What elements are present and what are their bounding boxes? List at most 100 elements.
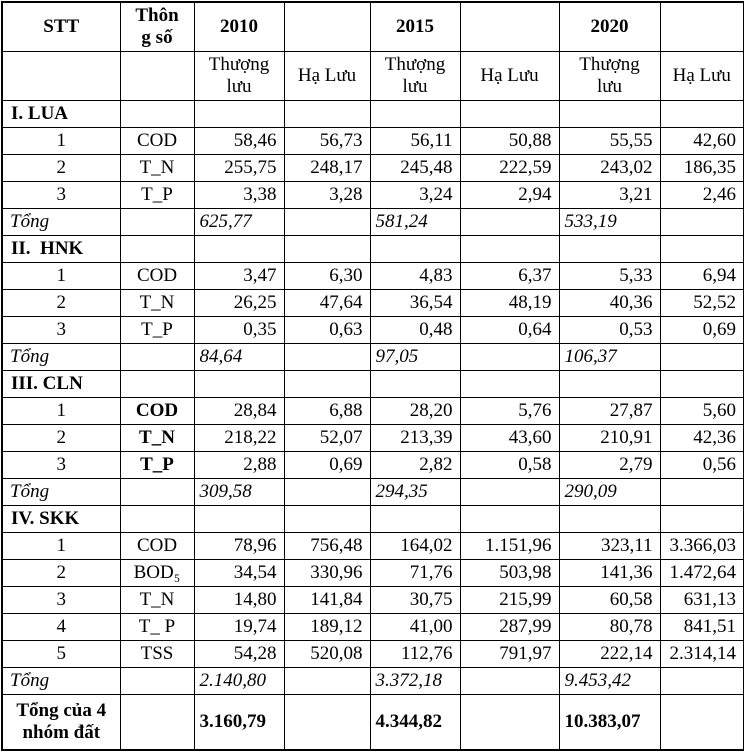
header-year-2010: 2010 — [193, 1, 285, 52]
data-row: 2 T_N 218,22 52,07 213,39 43,60 210,91 42,36 — [1, 424, 744, 452]
stt-cell: 2 — [1, 289, 121, 317]
value-cell: 6,94 — [659, 262, 744, 290]
value-cell: 215,99 — [459, 586, 560, 614]
total-value-cell: 97,05 — [369, 343, 461, 371]
total-value-cell: 2.140,80 — [193, 667, 285, 695]
empty-cell — [659, 235, 744, 263]
value-cell: 50,88 — [459, 127, 560, 155]
value-cell: 48,19 — [459, 289, 560, 317]
empty-cell — [193, 235, 285, 263]
value-cell: 520,08 — [283, 640, 371, 668]
empty-cell — [459, 208, 560, 236]
value-cell: 78,96 — [193, 532, 285, 560]
value-cell: 3,47 — [193, 262, 285, 290]
value-cell: 222,14 — [558, 640, 661, 668]
stt-cell: 5 — [1, 640, 121, 668]
empty-cell — [193, 505, 285, 533]
total-value-cell: 533,19 — [558, 208, 661, 236]
value-cell: 80,78 — [558, 613, 661, 641]
empty-cell — [283, 667, 371, 695]
header-empty-cell — [459, 1, 560, 52]
value-cell: 141,36 — [558, 559, 661, 587]
stt-cell: 3 — [1, 586, 121, 614]
value-cell: 248,17 — [283, 154, 371, 182]
value-cell: 243,02 — [558, 154, 661, 182]
empty-cell — [369, 235, 461, 263]
value-cell: 3,21 — [558, 181, 661, 209]
value-cell: 791,97 — [459, 640, 560, 668]
value-cell: 58,46 — [193, 127, 285, 155]
value-cell: 287,99 — [459, 613, 560, 641]
empty-cell — [119, 505, 195, 533]
value-cell: 6,30 — [283, 262, 371, 290]
empty-cell — [193, 370, 285, 398]
value-cell: 28,20 — [369, 397, 461, 425]
param-cell: T_N — [119, 154, 195, 182]
value-cell: 0,63 — [283, 316, 371, 344]
empty-cell — [459, 667, 560, 695]
stt-cell: 1 — [1, 397, 121, 425]
total-value-cell: 625,77 — [193, 208, 285, 236]
section-header-row: IV. SKK — [1, 505, 744, 533]
value-cell: 330,96 — [283, 559, 371, 587]
value-cell: 1.151,96 — [459, 532, 560, 560]
header-empty-cell — [119, 51, 195, 101]
header-param: Thôn g số — [119, 1, 195, 52]
value-cell: 0,64 — [459, 316, 560, 344]
total-value-cell: 3.372,18 — [369, 667, 461, 695]
value-cell: 3,28 — [283, 181, 371, 209]
empty-cell — [119, 370, 195, 398]
header-empty-cell — [659, 1, 744, 52]
value-cell: 210,91 — [558, 424, 661, 452]
param-cell: COD — [119, 127, 195, 155]
total-label-cell: Tổng — [1, 667, 121, 695]
value-cell: 189,12 — [283, 613, 371, 641]
stt-cell: 2 — [1, 559, 121, 587]
stt-cell: 2 — [1, 154, 121, 182]
param-cell: T_P — [119, 181, 195, 209]
section-title-cell: I. LUA — [1, 100, 121, 128]
value-cell: 28,84 — [193, 397, 285, 425]
flow-header-row: Thượng lưu Hạ Lưu Thượng lưu Hạ Lưu Thượ… — [1, 51, 744, 101]
value-cell: 0,69 — [659, 316, 744, 344]
param-cell: T_N — [119, 289, 195, 317]
value-cell: 0,53 — [558, 316, 661, 344]
table-header: STT Thôn g số 2010 2015 2020 Thượng lưu … — [1, 1, 744, 101]
stt-cell: 1 — [1, 127, 121, 155]
total-value-cell: 84,64 — [193, 343, 285, 371]
value-cell: 2,88 — [193, 451, 285, 479]
value-cell: 71,76 — [369, 559, 461, 587]
empty-cell — [119, 235, 195, 263]
section-title-cell: III. CLN — [1, 370, 121, 398]
value-cell: 55,55 — [558, 127, 661, 155]
value-cell: 255,75 — [193, 154, 285, 182]
empty-cell — [369, 100, 461, 128]
value-cell: 0,69 — [283, 451, 371, 479]
empty-cell — [659, 343, 744, 371]
value-cell: 2,79 — [558, 451, 661, 479]
value-cell: 218,22 — [193, 424, 285, 452]
empty-cell — [659, 100, 744, 128]
value-cell: 323,11 — [558, 532, 661, 560]
total-label-cell: Tổng — [1, 208, 121, 236]
table-body: I. LUA 1 COD 58,46 56,73 56,11 50,88 55,55 42,60… — [1, 100, 744, 751]
value-cell: 756,48 — [283, 532, 371, 560]
empty-cell — [119, 667, 195, 695]
value-cell: 56,11 — [369, 127, 461, 155]
value-cell: 52,52 — [659, 289, 744, 317]
header-year-2015: 2015 — [369, 1, 461, 52]
empty-cell — [283, 208, 371, 236]
value-cell: 6,88 — [283, 397, 371, 425]
total-value-cell: 106,37 — [558, 343, 661, 371]
empty-cell — [283, 100, 371, 128]
value-cell: 503,98 — [459, 559, 560, 587]
value-cell: 222,59 — [459, 154, 560, 182]
empty-cell — [283, 478, 371, 506]
value-cell: 54,28 — [193, 640, 285, 668]
value-cell: 5,76 — [459, 397, 560, 425]
value-cell: 186,35 — [659, 154, 744, 182]
value-cell: 0,58 — [459, 451, 560, 479]
total-value-cell: 294,35 — [369, 478, 461, 506]
data-row: 2 T_N 255,75 248,17 245,48 222,59 243,02 186,35 — [1, 154, 744, 182]
